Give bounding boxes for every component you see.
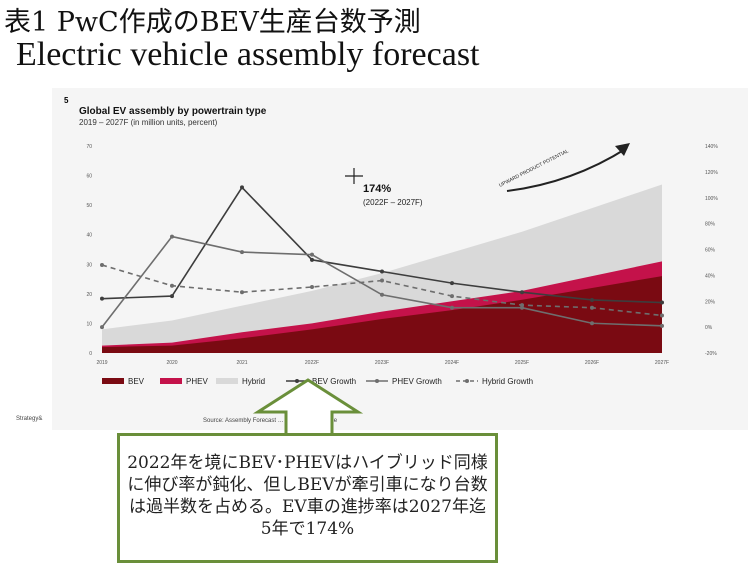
hybrid-growth-point	[520, 303, 524, 308]
callout-box: 2022年を境にBEV･PHEVはハイブリッド同様に伸び率が鈍化、但しBEVが牽…	[117, 433, 498, 563]
hybrid-legend-swatch	[216, 378, 238, 384]
upward-potential-arrow: UPWARD PRODUCT POTENTIAL	[498, 143, 630, 192]
arrow-text: UPWARD PRODUCT POTENTIAL	[498, 148, 570, 189]
ev-assembly-chart: 5 Global EV assembly by powertrain type …	[64, 96, 718, 386]
phev-legend-swatch	[160, 378, 182, 384]
footer-source: Source: Assembly Forecast … June 2022 Re…	[203, 418, 338, 424]
hybrid-growth-point	[170, 283, 174, 288]
y2-tick-label: 20%	[705, 299, 716, 305]
y2-tick-label: -20%	[705, 351, 717, 357]
x-tick-label: 2021	[236, 360, 247, 366]
left-axis-ticks: 0 10 20 30 40 50 60 70	[86, 144, 92, 357]
y2-tick-label: 140%	[705, 144, 718, 150]
bev-growth-point	[590, 297, 594, 302]
x-tick-label: 2023F	[375, 360, 389, 366]
bev-legend-swatch	[102, 378, 124, 384]
area-series-group	[102, 184, 662, 353]
x-tick-label: 2022F	[305, 360, 319, 366]
phev-growth-legend-label: PHEV Growth	[392, 377, 442, 386]
x-tick-label: 2019	[96, 360, 107, 366]
bev-growth-point	[520, 290, 524, 295]
callout-text: 2022年を境にBEV･PHEVはハイブリッド同様に伸び率が鈍化、但しBEVが牽…	[127, 453, 488, 539]
slide-number: 5	[64, 96, 69, 105]
bev-growth-point	[170, 294, 174, 299]
phev-growth-point	[100, 325, 104, 330]
y2-tick-label: 80%	[705, 222, 716, 228]
phev-growth-point	[590, 321, 594, 326]
bev-area	[102, 276, 662, 353]
bev-growth-point	[240, 185, 244, 190]
hybrid-growth-point	[240, 290, 244, 295]
y-tick-label: 30	[86, 262, 92, 268]
bev-growth-point	[100, 296, 104, 301]
x-tick-label: 2027F	[655, 360, 669, 366]
phev-growth-point	[450, 305, 454, 310]
y-tick-label: 70	[86, 144, 92, 150]
growth-lines-group	[100, 185, 664, 330]
hybrid-growth-point	[660, 313, 664, 318]
y-tick-label: 20	[86, 292, 92, 298]
hybrid-growth-point	[310, 285, 314, 290]
right-axis-ticks: -20% 0% 20% 40% 60% 80% 100% 120% 140%	[705, 144, 718, 357]
y2-tick-label: 100%	[705, 196, 718, 202]
growth-annotation: 174% (2022F – 2027F)	[345, 168, 423, 207]
x-axis-ticks: 2019 2020 2021 2022F 2023F 2024F 2025F 2026F 202…	[96, 360, 669, 366]
y-tick-label: 40	[86, 233, 92, 239]
chart-legend: BEV PHEV Hybrid BEV Growth PHEV Growth Hybrid…	[102, 377, 533, 386]
y2-tick-label: 40%	[705, 273, 716, 279]
y-tick-label: 50	[86, 203, 92, 209]
footer-brand: Strategy&	[16, 416, 43, 422]
y2-tick-label: 60%	[705, 248, 716, 254]
chart-subtitle: 2019 – 2027F (in million units, percent)	[79, 118, 218, 127]
arrow-curve	[506, 147, 628, 192]
bev-growth-point	[310, 257, 314, 262]
bev-growth-legend-marker	[295, 379, 299, 383]
phev-growth-point	[660, 323, 664, 328]
hybrid-growth-legend-marker	[465, 379, 469, 383]
bev-legend-label: BEV	[128, 377, 145, 386]
hybrid-growth-point	[590, 305, 594, 310]
bev-growth-point	[660, 300, 664, 305]
x-tick-label: 2024F	[445, 360, 459, 366]
y-tick-label: 10	[86, 321, 92, 327]
y2-tick-label: 120%	[705, 170, 718, 176]
x-tick-label: 2020	[166, 360, 177, 366]
phev-growth-point	[380, 292, 384, 297]
hybrid-growth-point	[100, 263, 104, 268]
x-tick-label: 2025F	[515, 360, 529, 366]
page-title-english: Electric vehicle assembly forecast	[16, 36, 480, 73]
phev-growth-legend-marker	[375, 379, 379, 383]
chart-title: Global EV assembly by powertrain type	[79, 106, 267, 117]
bev-growth-point	[380, 269, 384, 274]
hybrid-legend-label: Hybrid	[242, 377, 265, 386]
bev-growth-legend-label: BEV Growth	[312, 377, 356, 386]
phev-growth-point	[310, 252, 314, 257]
annotation-range: (2022F – 2027F)	[363, 198, 423, 207]
hybrid-growth-legend-label: Hybrid Growth	[482, 377, 533, 386]
phev-growth-point	[170, 234, 174, 239]
annotation-value: 174%	[363, 183, 391, 195]
y-tick-label: 0	[89, 351, 92, 357]
arrow-head-icon	[615, 143, 630, 156]
y-tick-label: 60	[86, 174, 92, 180]
hybrid-growth-point	[380, 278, 384, 283]
bev-growth-point	[450, 281, 454, 286]
hybrid-growth-point	[450, 294, 454, 299]
phev-legend-label: PHEV	[186, 377, 208, 386]
y2-tick-label: 0%	[705, 325, 713, 331]
phev-growth-point	[240, 250, 244, 255]
x-tick-label: 2026F	[585, 360, 599, 366]
page-title-japanese: 表1 PwC作成のBEV生産台数予測	[4, 7, 421, 38]
